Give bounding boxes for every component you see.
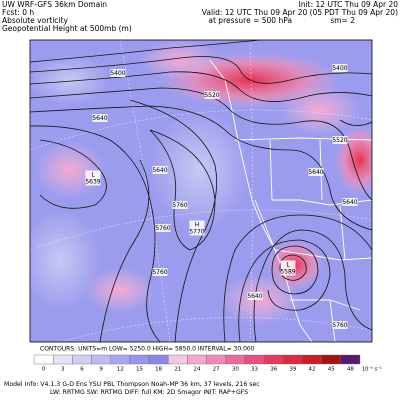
colorbar-label: 15: [136, 367, 143, 373]
colorbar-label: 18: [155, 367, 162, 373]
contour-label-box: [332, 321, 348, 329]
contour-label: L 5589: [280, 261, 295, 275]
colorbar-label: 33: [251, 367, 258, 373]
colorbar-label: 3: [61, 367, 65, 373]
colorbar-swatch: [263, 354, 284, 365]
contour-label-box: [152, 268, 168, 276]
header-left-line: Absolute vorticity: [2, 16, 68, 25]
colorbar-unit: 10⁻⁵ s⁻¹: [362, 367, 382, 373]
contour-label: 5640: [92, 115, 107, 122]
contour-label-box: [189, 220, 205, 236]
header-left-line: Geopotential Height at 500mb (m): [2, 24, 132, 33]
contour-label: 5400: [110, 70, 125, 77]
contour-label-box: [110, 69, 126, 77]
contour-label: 5520: [204, 92, 219, 99]
contour-label-box: [342, 198, 358, 206]
contour-label-box: [308, 168, 324, 176]
colorbar: 0 3 6 9 12 15 18 21 24 27 30 33 36 39 42 45 48 10⁻⁵ s⁻¹: [33, 354, 382, 373]
colorbar-label: 9: [99, 367, 103, 373]
contour-label-box: [247, 292, 263, 300]
colorbar-label: 45: [328, 367, 335, 373]
header-left-line: UW WRF-GFS 36km Domain: [2, 0, 107, 9]
colorbar-swatch: [187, 354, 207, 365]
model-info-line: Model Info: V4.1.3 G-D Ens YSU PBL Thomp…: [4, 381, 260, 388]
colorbar-swatch: [91, 354, 111, 365]
colorbar-swatch: [244, 354, 265, 365]
contour-label: 5400: [332, 65, 347, 72]
colorbar-label: 21: [174, 367, 181, 373]
colorbar-label: 12: [117, 367, 124, 373]
colorbar-label: 27: [213, 367, 220, 373]
colorbar-label: 24: [194, 367, 201, 373]
contour-label: 5760: [332, 322, 347, 329]
model-info-line: LW: RRTMG SW: RRTMG DIFF: full KM: 2D Sm…: [50, 389, 248, 396]
map-frame: [29, 39, 373, 343]
colorbar-swatch: [340, 354, 361, 365]
colorbar-swatch: [206, 354, 226, 365]
colorbar-label: 30: [232, 367, 239, 373]
contours-info: CONTOURS: UNITS=m LOW= 5250.0 HIGH= 5850…: [40, 346, 255, 353]
contour-label: 5760: [152, 269, 167, 276]
colorbar-swatch: [110, 354, 131, 365]
colorbar-swatch: [283, 354, 303, 365]
colorbar-swatch: [302, 354, 322, 365]
contour-label-box: [92, 114, 108, 122]
contour-label-box: [204, 91, 220, 99]
contour-label: 5520: [332, 137, 347, 144]
colorbar-label: 48: [347, 367, 354, 373]
colorbar-swatch: [148, 354, 169, 365]
contour-label-box: [280, 260, 296, 276]
colorbar-label: 39: [289, 367, 296, 373]
map: 5400 5520 5400 5520 5640 5640 L 5639 5760 5760 H 57…: [30, 40, 372, 342]
header-right-line: Init: 12 UTC Thu 09 Apr 20: [299, 0, 399, 9]
height-contours: [30, 40, 372, 342]
contour-label: 5640: [308, 169, 323, 176]
contour-label: 5640: [152, 167, 167, 174]
contour-labels: 5400 5520 5400 5520 5640 5640 L 5639 5760 5760 H 57…: [85, 64, 358, 329]
colorbar-label: 36: [270, 367, 277, 373]
contour-label-box: [155, 224, 171, 232]
contour-label: 5760: [172, 202, 187, 209]
contour-label-box: [152, 166, 168, 174]
contour-label: 5640: [342, 199, 357, 206]
colorbar-swatch: [129, 354, 150, 365]
header-right-line: at pressure = 500 hPa: [208, 16, 292, 25]
colorbar-swatch: [72, 354, 92, 365]
contour-label: 5760: [155, 225, 170, 232]
contour-label: 5640: [247, 293, 262, 300]
colorbar-swatch: [168, 354, 188, 365]
header-left-line: Fcst: 0 h: [2, 8, 34, 17]
colorbar-swatch: [33, 354, 54, 365]
contour-label-box: [85, 170, 101, 186]
contour-label-box: [332, 64, 348, 72]
colorbar-label: 0: [42, 367, 46, 373]
contour-label: L 5639: [85, 171, 100, 185]
contour-label: H 5770: [189, 221, 204, 235]
header-right-line: Valid: 12 UTC Thu 09 Apr 20 (05 PDT Thu …: [202, 8, 398, 17]
contour-label-box: [172, 201, 188, 209]
colorbar-swatch: [52, 354, 73, 365]
header: UW WRF-GFS 36km Domain Fcst: 0 h Absolut…: [2, 0, 398, 33]
header-right-line: sm= 2: [330, 16, 355, 25]
colorbar-swatch: [321, 354, 342, 365]
colorbar-label: 42: [309, 367, 316, 373]
colorbar-label: 6: [80, 367, 84, 373]
colorbar-swatch: [225, 354, 246, 365]
contour-label-box: [332, 136, 348, 144]
